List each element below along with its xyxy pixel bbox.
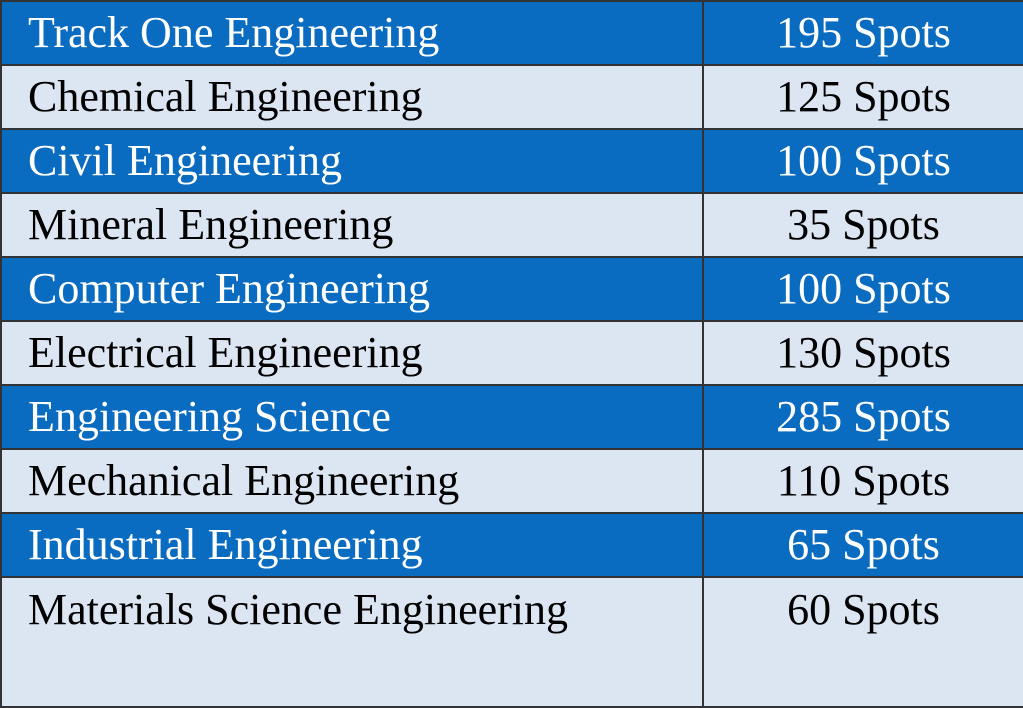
table-row: Chemical Engineering 125 Spots [0,64,1023,130]
spots-count: 100 Spots [702,128,1023,194]
program-name: Engineering Science [0,384,704,450]
program-name: Materials Science Engineering [0,576,704,708]
program-name: Chemical Engineering [0,64,704,130]
program-name: Electrical Engineering [0,320,704,386]
table-row: Track One Engineering 195 Spots [0,0,1023,66]
table-row: Computer Engineering 100 Spots [0,256,1023,322]
spots-count: 195 Spots [702,0,1023,66]
spots-count: 65 Spots [702,512,1023,578]
spots-count: 125 Spots [702,64,1023,130]
program-name: Mineral Engineering [0,192,704,258]
program-name: Computer Engineering [0,256,704,322]
program-name: Mechanical Engineering [0,448,704,514]
table-row: Materials Science Engineering 60 Spots [0,576,1023,708]
table-row: Mechanical Engineering 110 Spots [0,448,1023,514]
table-row: Mineral Engineering 35 Spots [0,192,1023,258]
program-name: Civil Engineering [0,128,704,194]
spots-count: 130 Spots [702,320,1023,386]
spots-count: 110 Spots [702,448,1023,514]
table-row: Electrical Engineering 130 Spots [0,320,1023,386]
spots-count: 60 Spots [702,576,1023,708]
spots-count: 285 Spots [702,384,1023,450]
spots-count: 100 Spots [702,256,1023,322]
program-name: Track One Engineering [0,0,704,66]
table-row: Engineering Science 285 Spots [0,384,1023,450]
program-name: Industrial Engineering [0,512,704,578]
table-row: Civil Engineering 100 Spots [0,128,1023,194]
table-row: Industrial Engineering 65 Spots [0,512,1023,578]
spots-count: 35 Spots [702,192,1023,258]
